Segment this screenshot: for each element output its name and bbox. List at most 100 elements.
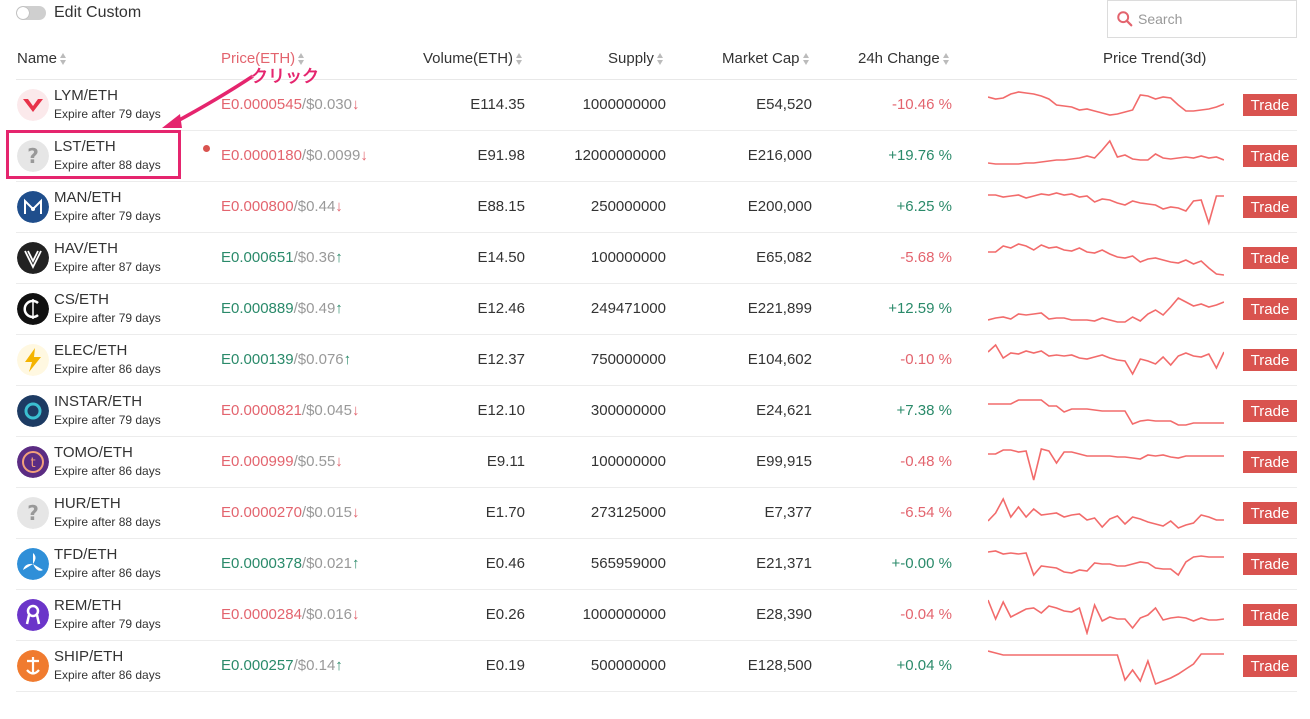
change-value: -10.46 %	[891, 96, 952, 113]
coin-pair[interactable]: SHIP/ETH	[54, 648, 124, 665]
coin-expire: Expire after 86 days	[54, 668, 161, 682]
svg-text:t: t	[30, 456, 35, 471]
header-price[interactable]: Price(ETH)	[221, 50, 305, 67]
coin-pair[interactable]: LST/ETH	[54, 138, 116, 155]
coin-pair[interactable]: TFD/ETH	[54, 546, 118, 563]
change-value: -0.48 %	[900, 453, 952, 470]
sort-icon[interactable]	[298, 52, 305, 65]
coin-pair[interactable]: HUR/ETH	[54, 495, 121, 512]
question-icon: ?	[17, 140, 49, 172]
table-row[interactable]: TFD/ETH Expire after 86 days E0.0000378/…	[16, 539, 1297, 590]
table-row[interactable]: INSTAR/ETH Expire after 79 days E0.00008…	[16, 386, 1297, 437]
trade-button[interactable]: Trade	[1243, 655, 1297, 677]
sort-icon[interactable]	[802, 52, 809, 65]
price-usd: /$0.076	[293, 351, 344, 368]
price-trend-sparkline	[988, 399, 1224, 426]
price-cell: E0.000800/$0.44↓	[221, 198, 343, 215]
coin-pair[interactable]: MAN/ETH	[54, 189, 122, 206]
sort-icon[interactable]	[942, 52, 949, 65]
hav-logo-icon	[17, 242, 49, 274]
notification-dot	[203, 145, 210, 152]
table-row[interactable]: MAN/ETH Expire after 79 days E0.000800/$…	[16, 182, 1297, 233]
price-usd: /$0.0099	[301, 147, 361, 164]
price-trend-sparkline	[988, 192, 1224, 226]
search-box[interactable]	[1107, 0, 1297, 38]
table-row[interactable]: ? LST/ETH Expire after 88 days E0.000018…	[16, 131, 1297, 182]
price-usd: /$0.045	[301, 402, 352, 419]
price-arrow: ↑	[343, 351, 352, 368]
coin-pair[interactable]: REM/ETH	[54, 597, 122, 614]
supply-value: 1000000000	[582, 606, 666, 623]
price-trend-sparkline	[988, 343, 1224, 376]
price-trend-sparkline	[988, 650, 1224, 686]
coin-pair[interactable]: LYM/ETH	[54, 87, 118, 104]
trade-button[interactable]: Trade	[1243, 298, 1297, 320]
table-row[interactable]: t TOMO/ETH Expire after 86 days E0.00099…	[16, 437, 1297, 488]
table-row[interactable]: REM/ETH Expire after 79 days E0.0000284/…	[16, 590, 1297, 641]
lightning-icon	[17, 344, 49, 376]
trade-button[interactable]: Trade	[1243, 604, 1297, 626]
coin-pair[interactable]: HAV/ETH	[54, 240, 118, 257]
header-change-label: 24h Change	[858, 50, 940, 67]
sort-icon[interactable]	[656, 52, 663, 65]
trade-button[interactable]: Trade	[1243, 349, 1297, 371]
table-row[interactable]: ? HUR/ETH Expire after 88 days E0.000027…	[16, 488, 1297, 539]
volume-value: E0.46	[485, 555, 525, 572]
table-row[interactable]: HAV/ETH Expire after 87 days E0.000651/$…	[16, 233, 1297, 284]
table-row[interactable]: ELEC/ETH Expire after 86 days E0.000139/…	[16, 335, 1297, 386]
price-arrow: ↓	[360, 147, 368, 164]
trade-button[interactable]: Trade	[1243, 145, 1297, 167]
price-trend-sparkline	[988, 599, 1224, 635]
coin-pair[interactable]: ELEC/ETH	[54, 342, 128, 359]
volume-value: E12.37	[477, 351, 525, 368]
trend-line	[988, 91, 1224, 116]
header-supply[interactable]: Supply	[608, 50, 663, 67]
header-24h-change[interactable]: 24h Change	[858, 50, 949, 67]
trade-button[interactable]: Trade	[1243, 400, 1297, 422]
trade-button[interactable]: Trade	[1243, 451, 1297, 473]
header-name[interactable]: Name	[17, 50, 67, 67]
search-input[interactable]	[1138, 11, 1288, 27]
header-volume[interactable]: Volume(ETH)	[423, 50, 523, 67]
highlight-box	[6, 130, 181, 179]
price-cell: E0.0000378/$0.021↑	[221, 555, 359, 572]
price-eth: E0.000139	[221, 351, 294, 368]
volume-value: E1.70	[485, 504, 525, 521]
price-usd: /$0.36	[293, 249, 336, 266]
coin-pair[interactable]: TOMO/ETH	[54, 444, 133, 461]
table-row[interactable]: SHIP/ETH Expire after 86 days E0.000257/…	[16, 641, 1297, 692]
header-price-trend: Price Trend(3d)	[1103, 50, 1206, 67]
trade-button[interactable]: Trade	[1243, 247, 1297, 269]
price-eth: E0.0000545	[221, 96, 302, 113]
coin-expire: Expire after 87 days	[54, 260, 161, 274]
trade-button[interactable]: Trade	[1243, 502, 1297, 524]
price-eth: E0.000999	[221, 453, 294, 470]
header-market-cap[interactable]: Market Cap	[722, 50, 809, 67]
price-trend-sparkline	[988, 448, 1224, 481]
trade-button[interactable]: Trade	[1243, 94, 1297, 116]
change-value: -6.54 %	[900, 504, 952, 521]
change-value: -0.04 %	[900, 606, 952, 623]
price-eth: E0.0000180	[221, 147, 302, 164]
trade-button[interactable]: Trade	[1243, 553, 1297, 575]
edit-custom-toggle-group[interactable]: Edit Custom	[16, 4, 141, 22]
trend-line	[988, 192, 1224, 226]
coin-expire: Expire after 79 days	[54, 209, 161, 223]
table-row[interactable]: LYM/ETH Expire after 79 days E0.0000545/…	[16, 80, 1297, 131]
trade-button[interactable]: Trade	[1243, 196, 1297, 218]
supply-value: 249471000	[590, 300, 666, 317]
price-eth: E0.0000270	[221, 504, 302, 521]
edit-custom-toggle[interactable]	[16, 6, 46, 20]
coin-pair[interactable]: INSTAR/ETH	[54, 393, 143, 410]
sort-icon[interactable]	[60, 52, 67, 65]
trend-line	[988, 599, 1224, 635]
price-eth: E0.000800	[221, 198, 294, 215]
supply-value: 565959000	[590, 555, 666, 572]
sort-icon[interactable]	[516, 52, 523, 65]
coin-pair[interactable]: CS/ETH	[54, 291, 110, 308]
table-row[interactable]: CS/ETH Expire after 79 days E0.000889/$0…	[16, 284, 1297, 335]
market-cap-value: E99,915	[756, 453, 812, 470]
price-arrow: ↓	[351, 606, 360, 623]
coin-expire: Expire after 88 days	[54, 515, 161, 529]
trend-line	[988, 550, 1224, 577]
